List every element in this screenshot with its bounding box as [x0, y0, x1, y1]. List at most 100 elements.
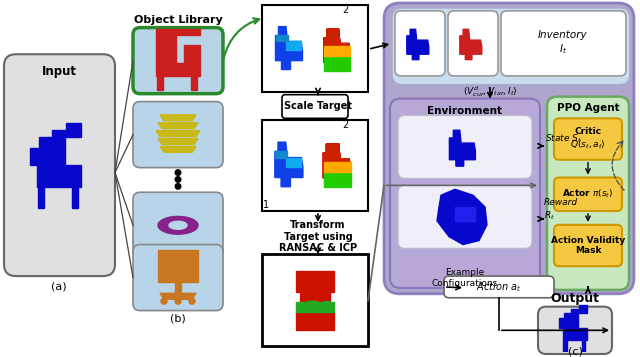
- Polygon shape: [157, 76, 163, 90]
- Polygon shape: [559, 318, 564, 328]
- Polygon shape: [323, 144, 351, 187]
- Polygon shape: [437, 189, 487, 245]
- FancyBboxPatch shape: [444, 276, 554, 298]
- Polygon shape: [72, 187, 77, 208]
- FancyBboxPatch shape: [398, 115, 532, 178]
- Text: Object Library: Object Library: [134, 15, 222, 25]
- Text: Environment: Environment: [428, 106, 502, 116]
- Polygon shape: [324, 29, 350, 71]
- Polygon shape: [156, 35, 176, 62]
- Polygon shape: [455, 207, 475, 221]
- FancyBboxPatch shape: [282, 95, 348, 118]
- Polygon shape: [175, 282, 181, 293]
- Polygon shape: [158, 250, 198, 270]
- Polygon shape: [275, 35, 287, 41]
- Polygon shape: [563, 328, 587, 340]
- Polygon shape: [323, 144, 351, 187]
- FancyBboxPatch shape: [547, 97, 629, 290]
- FancyBboxPatch shape: [133, 27, 223, 94]
- Text: Transform
Target using
RANSAC & ICP: Transform Target using RANSAC & ICP: [279, 220, 357, 253]
- FancyBboxPatch shape: [501, 11, 626, 76]
- Text: State $S_t$: State $S_t$: [545, 133, 582, 145]
- Polygon shape: [296, 302, 333, 312]
- Circle shape: [175, 298, 181, 304]
- Text: Action Validity
Mask: Action Validity Mask: [551, 236, 625, 255]
- Text: Input: Input: [42, 65, 77, 79]
- Polygon shape: [308, 301, 317, 307]
- FancyBboxPatch shape: [448, 11, 498, 76]
- FancyBboxPatch shape: [133, 245, 223, 311]
- Circle shape: [175, 177, 181, 182]
- Text: 2: 2: [342, 120, 348, 130]
- Polygon shape: [323, 144, 351, 187]
- Polygon shape: [324, 29, 350, 71]
- FancyBboxPatch shape: [554, 177, 622, 211]
- Polygon shape: [37, 165, 81, 187]
- FancyBboxPatch shape: [4, 54, 115, 276]
- Text: (c): (c): [568, 347, 582, 357]
- FancyBboxPatch shape: [390, 99, 540, 288]
- Polygon shape: [158, 123, 198, 129]
- Polygon shape: [158, 270, 198, 282]
- Polygon shape: [324, 46, 350, 56]
- Polygon shape: [324, 29, 350, 71]
- Polygon shape: [169, 221, 187, 229]
- Polygon shape: [323, 144, 351, 187]
- Text: Inventory
$I_t$: Inventory $I_t$: [538, 30, 588, 56]
- Text: 2: 2: [342, 5, 348, 15]
- Text: (b): (b): [170, 313, 186, 323]
- Polygon shape: [323, 144, 351, 187]
- Circle shape: [175, 183, 181, 189]
- Text: Output: Output: [550, 292, 600, 305]
- Circle shape: [161, 298, 167, 304]
- Polygon shape: [156, 131, 200, 137]
- Polygon shape: [191, 76, 197, 90]
- Polygon shape: [184, 45, 200, 62]
- FancyBboxPatch shape: [398, 185, 532, 248]
- Text: Example
Configurations: Example Configurations: [432, 268, 498, 288]
- Polygon shape: [286, 41, 301, 50]
- Bar: [262, 120, 368, 211]
- Polygon shape: [460, 29, 482, 60]
- Bar: [262, 255, 368, 346]
- Polygon shape: [38, 187, 44, 208]
- FancyBboxPatch shape: [133, 192, 223, 258]
- FancyBboxPatch shape: [392, 8, 630, 85]
- Polygon shape: [160, 146, 196, 152]
- Polygon shape: [156, 62, 200, 76]
- Polygon shape: [39, 137, 65, 165]
- Polygon shape: [323, 144, 351, 187]
- Circle shape: [189, 298, 195, 304]
- FancyBboxPatch shape: [554, 118, 622, 160]
- Text: $(V^d_{cur}, V_{tar}, I_t)$: $(V^d_{cur}, V_{tar}, I_t)$: [463, 84, 517, 99]
- Polygon shape: [323, 144, 351, 187]
- Polygon shape: [323, 144, 351, 187]
- Polygon shape: [324, 29, 350, 71]
- Polygon shape: [324, 56, 350, 71]
- Polygon shape: [582, 340, 586, 352]
- Polygon shape: [324, 29, 350, 71]
- Polygon shape: [324, 29, 350, 71]
- Polygon shape: [323, 172, 351, 187]
- Text: 1: 1: [263, 200, 269, 210]
- Circle shape: [175, 170, 181, 175]
- Text: Reward
$R_t$: Reward $R_t$: [544, 198, 578, 222]
- Polygon shape: [307, 301, 314, 307]
- Polygon shape: [160, 115, 196, 121]
- Polygon shape: [158, 216, 198, 234]
- Polygon shape: [66, 123, 81, 130]
- Text: Action $a_t$: Action $a_t$: [476, 280, 522, 294]
- Polygon shape: [449, 130, 476, 166]
- Text: (a): (a): [51, 282, 67, 292]
- FancyBboxPatch shape: [395, 11, 445, 76]
- FancyBboxPatch shape: [554, 225, 622, 266]
- Polygon shape: [275, 142, 303, 187]
- Polygon shape: [296, 271, 333, 330]
- Polygon shape: [160, 293, 196, 299]
- FancyBboxPatch shape: [538, 307, 612, 354]
- FancyBboxPatch shape: [384, 3, 634, 294]
- Text: PPO Agent: PPO Agent: [557, 104, 620, 114]
- Polygon shape: [275, 151, 287, 157]
- Bar: [262, 5, 368, 92]
- Polygon shape: [323, 162, 351, 172]
